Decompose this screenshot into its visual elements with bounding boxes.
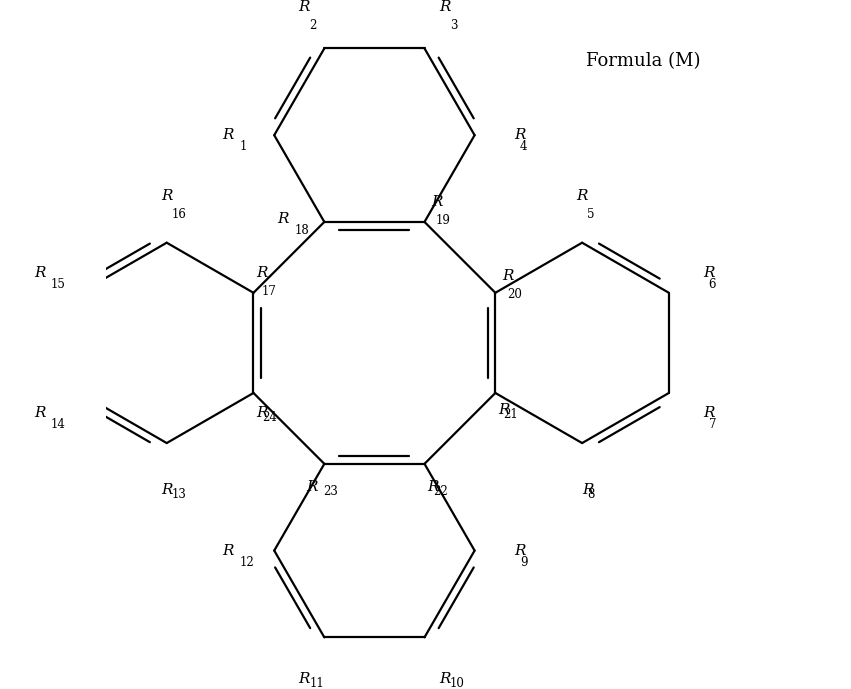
Text: R: R: [257, 406, 268, 420]
Text: R: R: [161, 189, 173, 203]
Text: R: R: [34, 406, 45, 420]
Text: R: R: [431, 195, 443, 209]
Text: R: R: [439, 0, 450, 14]
Text: 6: 6: [709, 278, 717, 291]
Text: 19: 19: [436, 214, 451, 227]
Text: 16: 16: [172, 207, 186, 220]
Text: 22: 22: [433, 485, 448, 498]
Text: 10: 10: [449, 677, 465, 689]
Text: 23: 23: [323, 485, 338, 498]
Text: R: R: [257, 266, 268, 280]
Text: R: R: [502, 269, 513, 283]
Text: R: R: [704, 266, 715, 280]
Text: R: R: [299, 672, 310, 686]
Text: R: R: [515, 128, 526, 142]
Text: Formula (M): Formula (M): [585, 52, 700, 70]
Text: 24: 24: [262, 411, 277, 424]
Text: R: R: [299, 0, 310, 14]
Text: R: R: [161, 483, 173, 497]
Text: 18: 18: [294, 224, 309, 237]
Text: R: R: [34, 266, 45, 280]
Text: 17: 17: [262, 285, 277, 298]
Text: 7: 7: [709, 418, 717, 431]
Text: R: R: [704, 406, 715, 420]
Text: 14: 14: [50, 418, 66, 431]
Text: R: R: [499, 402, 510, 417]
Text: 3: 3: [449, 19, 457, 32]
Text: R: R: [428, 480, 439, 494]
Text: 8: 8: [587, 489, 595, 501]
Text: 5: 5: [587, 207, 595, 220]
Text: R: R: [515, 544, 526, 557]
Text: 4: 4: [520, 141, 528, 153]
Text: R: R: [223, 128, 234, 142]
Text: R: R: [576, 189, 588, 203]
Text: R: R: [306, 480, 318, 494]
Text: 13: 13: [172, 489, 186, 501]
Text: 11: 11: [310, 677, 324, 689]
Text: 21: 21: [504, 408, 518, 421]
Text: 1: 1: [239, 141, 247, 153]
Text: 20: 20: [507, 288, 522, 301]
Text: 15: 15: [50, 278, 66, 291]
Text: R: R: [582, 483, 594, 497]
Text: R: R: [277, 212, 289, 226]
Text: 2: 2: [310, 19, 317, 32]
Text: R: R: [439, 672, 450, 686]
Text: 9: 9: [520, 556, 528, 568]
Text: R: R: [223, 544, 234, 557]
Text: 12: 12: [239, 556, 254, 568]
